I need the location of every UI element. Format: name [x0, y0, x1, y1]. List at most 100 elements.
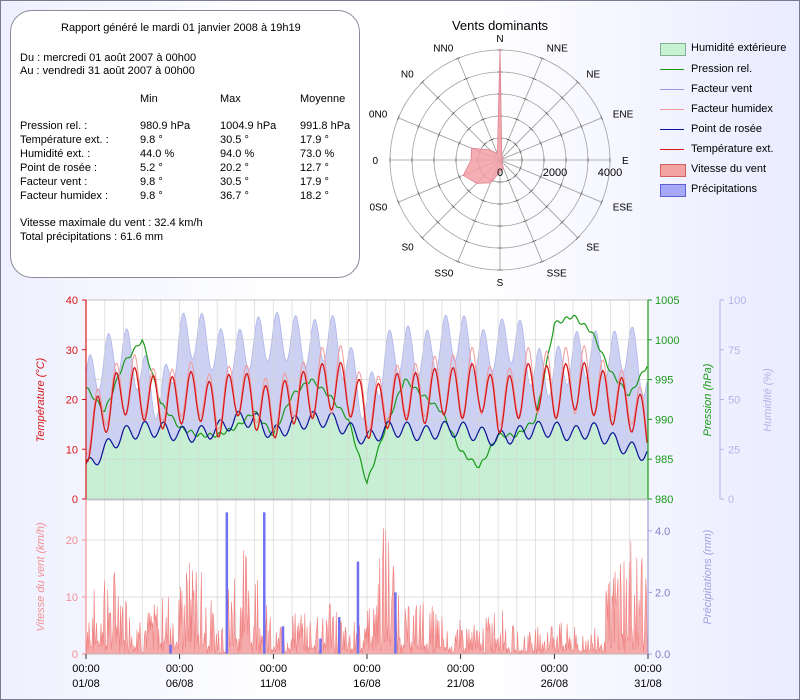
radar-spoke-tick — [417, 123, 421, 129]
radar-spoke-tick — [458, 174, 461, 180]
row-avg: 17.9 ° — [300, 176, 329, 188]
radar-direction-label: SS0 — [434, 269, 453, 280]
legend-label: Point de rosée — [691, 123, 762, 135]
radar-spoke — [457, 58, 501, 161]
x-tick-date-label: 01/08 — [72, 678, 100, 690]
x-tick-date-label: 21/08 — [447, 678, 475, 690]
radar-direction-label: ESE — [613, 203, 633, 214]
row-min: 980.9 hPa — [140, 120, 191, 132]
row-avg: 991.8 hPa — [300, 120, 351, 132]
radar-spoke — [499, 117, 602, 161]
radar-spoke-tick — [522, 219, 528, 223]
row-label: Facteur vent : — [20, 176, 88, 188]
pressure-tick-label: 980 — [655, 494, 673, 506]
radar-spoke-tick — [437, 132, 441, 138]
row-max: 36.7 ° — [220, 190, 249, 202]
pressure-axis-title: Pression (hPa) — [702, 363, 714, 436]
radar-spoke — [499, 81, 579, 161]
x-tick-date-label: 26/08 — [541, 678, 569, 690]
radar-radial-tick-label: 0 — [497, 167, 503, 179]
legend-label: Vitesse du vent — [691, 163, 767, 175]
radar-spoke-tick — [539, 140, 542, 146]
radar-direction-label: SE — [586, 242, 600, 253]
radar-spoke-tick — [480, 118, 486, 121]
temperature-tick-label: 40 — [66, 295, 78, 307]
radar-spoke-tick — [397, 199, 400, 205]
radar-spoke-tick — [575, 235, 580, 240]
radar-spoke-tick — [417, 191, 421, 197]
radar-spoke-tick — [531, 239, 537, 243]
radar-spoke-tick — [466, 189, 471, 194]
radar-spoke-tick — [560, 220, 565, 225]
rain-bar — [319, 638, 322, 654]
x-tick-date-label: 11/08 — [260, 678, 287, 690]
radar-spoke-tick — [435, 95, 440, 100]
radar-spoke-tick — [559, 182, 563, 188]
row-min: 5.2 ° — [140, 162, 163, 174]
radar-direction-label: S0 — [401, 242, 414, 253]
rain-tick-label: 2.0 — [655, 587, 670, 599]
humidity-tick-label: 25 — [728, 444, 740, 456]
radar-spoke-tick — [463, 77, 469, 81]
radar-spoke-tick — [513, 173, 518, 178]
temperature-pressure-chart: 0 10 20 30 40 980 985 990 995 1000 1005 0 25 50 75 100 T… — [35, 295, 774, 506]
legend-label: Pression rel. — [691, 63, 753, 75]
radar-spoke-tick — [505, 178, 511, 182]
legend-label: Précipitations — [691, 183, 758, 195]
radar-spoke-tick — [531, 77, 537, 81]
x-tick-time-label: 00:00 — [72, 663, 100, 675]
legend-swatch — [660, 149, 684, 150]
legend-swatch — [660, 43, 686, 56]
legend-swatch — [660, 89, 684, 90]
row-label: Facteur humidex : — [20, 190, 109, 202]
radar-spoke-tick — [472, 219, 478, 223]
row-label: Point de rosée : — [20, 162, 98, 174]
humidity-tick-label: 50 — [728, 395, 740, 407]
period-from: Du : mercredi 01 août 2007 à 00h00 — [20, 52, 197, 64]
radar-spoke-tick — [544, 111, 549, 116]
row-max: 30.5 ° — [220, 176, 249, 188]
col-header-avg: Moyenne — [300, 93, 346, 105]
radar-direction-label: NN0 — [433, 43, 453, 54]
radar-spoke-tick — [539, 260, 545, 263]
radar-spoke-tick — [455, 57, 461, 60]
rain-bar — [263, 512, 266, 654]
row-avg: 17.9 ° — [300, 134, 329, 146]
wind-tick-label: 10 — [66, 592, 78, 604]
row-min: 9.8 ° — [140, 190, 163, 202]
row-label: Humidité ext. : — [20, 148, 91, 160]
rain-bar — [169, 644, 172, 654]
radar-spoke-tick — [514, 199, 520, 202]
rain-bar — [337, 617, 341, 654]
radar-spoke-tick — [466, 126, 471, 131]
row-max: 1004.9 hPa — [220, 120, 277, 132]
rain-tick-label: 0.0 — [655, 649, 670, 661]
humidity-tick-label: 75 — [728, 345, 740, 357]
dewpoint-line — [85, 410, 648, 466]
pressure-line — [86, 314, 648, 485]
radar-spoke-tick — [529, 189, 534, 194]
row-min: 9.8 ° — [140, 134, 163, 146]
radar-spoke-tick — [513, 142, 518, 147]
wind-tick-label: 0 — [72, 649, 78, 661]
radar-spoke-tick — [482, 142, 487, 147]
radar-spoke — [499, 58, 543, 161]
temperature-tick-label: 30 — [66, 345, 78, 357]
report-summary-panel: Rapport généré le mardi 01 janvier 2008 … — [10, 10, 360, 278]
legend-label: Facteur humidex — [691, 103, 773, 115]
row-label: Pression rel. : — [20, 120, 88, 132]
radar-direction-label: NNE — [547, 43, 568, 54]
radar-spoke-tick — [522, 97, 528, 101]
temperature-tick-label: 20 — [66, 395, 78, 407]
rain-tick-label: 4.0 — [655, 526, 670, 538]
row-avg: 73.0 % — [300, 148, 335, 160]
pressure-tick-label: 995 — [655, 375, 673, 387]
radar-direction-label: 0S0 — [369, 203, 387, 214]
rain-bar — [356, 561, 360, 654]
radar-spoke-tick — [463, 239, 469, 243]
radar-direction-label: ENE — [613, 109, 634, 120]
radar-spoke-tick — [518, 165, 522, 171]
rain-axis-title: Précipitations (mm) — [702, 529, 714, 624]
col-header-max: Max — [220, 93, 241, 105]
